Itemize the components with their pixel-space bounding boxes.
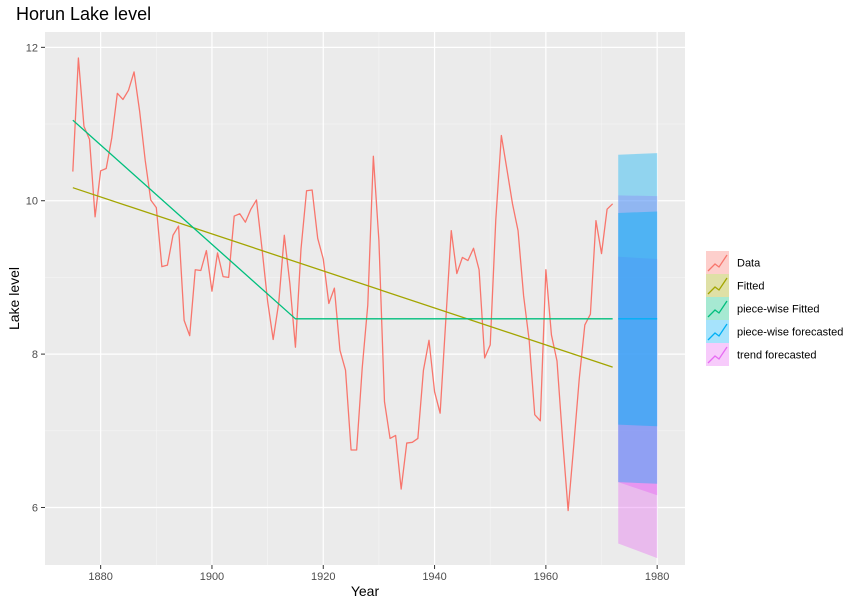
legend-line-data	[707, 254, 728, 272]
axis-ticks: 1880 1900 1920 1940 1960 1980 6 8 10 12	[26, 42, 670, 583]
legend-key-piece-wise-fitted	[706, 297, 729, 320]
x-tick-label: 1940	[422, 571, 446, 583]
gridlines	[45, 32, 685, 565]
fitted-line	[72, 187, 613, 368]
legend-label-piece-wise-forecasted: piece-wise forecasted	[737, 327, 843, 339]
legend-label-piece-wise-fitted: piece-wise Fitted	[737, 304, 820, 316]
y-tick-label: 6	[32, 502, 38, 514]
chart-marks	[72, 57, 658, 559]
y-tick-label: 8	[32, 349, 38, 361]
trend-forecasted-80-band	[618, 256, 658, 496]
legend-key-fitted	[706, 274, 729, 297]
legend-key-trend-forecasted	[706, 343, 729, 366]
y-axis-title: Lake level	[6, 267, 22, 330]
legend-key-data	[706, 251, 729, 274]
legend-label-fitted: Fitted	[737, 281, 765, 293]
legend-key-piece-wise-forecasted	[706, 320, 729, 343]
x-tick-label: 1920	[311, 571, 335, 583]
legend-label-data: Data	[737, 258, 761, 270]
x-tick-label: 1960	[534, 571, 558, 583]
y-tick-label: 12	[26, 42, 38, 54]
legend: Data Fitted piece-wise Fitted piece-wise fo…	[706, 251, 843, 366]
legend-line-piece-wise-fitted	[707, 300, 728, 318]
x-axis-title: Year	[351, 583, 380, 599]
x-tick-label: 1900	[200, 571, 224, 583]
legend-line-fitted	[707, 277, 728, 295]
legend-label-trend-forecasted: trend forecasted	[737, 350, 817, 362]
legend-line-trend-forecasted	[707, 346, 728, 364]
chart-title: Horun Lake level	[16, 4, 151, 24]
x-tick-label: 1880	[88, 571, 112, 583]
piece-wise-fitted-line	[72, 119, 613, 320]
data-line	[72, 57, 614, 512]
y-tick-label: 10	[26, 196, 38, 208]
plot-panel	[45, 32, 685, 565]
legend-line-piece-wise-forecasted	[707, 323, 728, 341]
trend-forecasted-95-band	[618, 195, 658, 559]
x-tick-label: 1980	[645, 571, 669, 583]
